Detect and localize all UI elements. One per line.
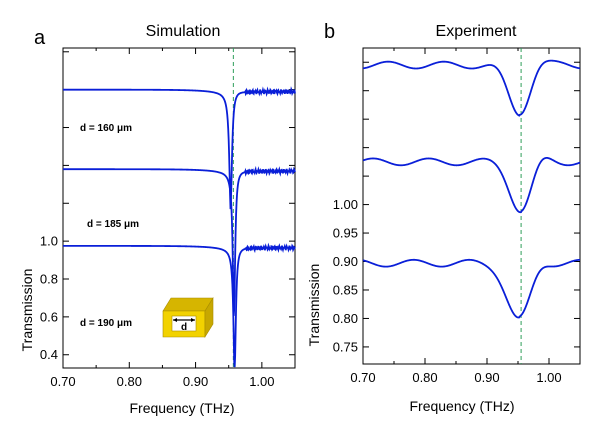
x-tick-label: 0.90 xyxy=(474,370,499,385)
panel-b-title: Experiment xyxy=(436,23,517,40)
panel-a-frame xyxy=(62,47,296,369)
panel-b-x-title: Frequency (THz) xyxy=(409,398,514,414)
panel-b: b Experiment 0.70 0.80 0.90 1.00 0.750.800.… xyxy=(306,21,581,414)
series-line-1 xyxy=(362,59,581,117)
panel-b-y-title: Transmission xyxy=(306,264,322,347)
panel-a-curves xyxy=(63,86,296,368)
x-tick-label: 0.90 xyxy=(183,374,208,389)
y-tick-label: 0.4 xyxy=(40,347,58,362)
panel-a: a Simulation 0.70 0.80 0.90 1.00 0.4 0.6 0.8 1… xyxy=(19,23,296,416)
x-tick-label: 0.70 xyxy=(50,374,75,389)
panel-a-label-160: d = 160 μm xyxy=(80,123,132,134)
x-tick-label: 1.00 xyxy=(536,370,561,385)
y-tick-label: 0.95 xyxy=(333,226,358,241)
panel-a-title: Simulation xyxy=(146,23,221,40)
panel-b-frame xyxy=(362,47,581,365)
y-tick-label: 0.80 xyxy=(333,311,358,326)
panel-b-x-tick-labels: 0.70 0.80 0.90 1.00 xyxy=(350,370,561,385)
series-line-2 xyxy=(362,156,581,214)
panel-a-label-190: d = 190 μm xyxy=(80,318,132,329)
panel-a-y-tick-labels: 0.4 0.6 0.8 1.0 xyxy=(40,234,58,363)
panel-b-letter: b xyxy=(324,21,335,43)
x-tick-label: 1.00 xyxy=(249,374,274,389)
x-tick-label: 0.70 xyxy=(350,370,375,385)
y-tick-label: 0.8 xyxy=(40,272,58,287)
series-line-3 xyxy=(63,242,296,368)
panel-b-y-tick-labels: 0.75 0.80 0.85 0.90 0.95 1.00 xyxy=(333,197,358,354)
square-ring-resonator-icon: d xyxy=(162,296,214,339)
y-tick-label: 1.0 xyxy=(40,234,58,249)
series-line-1 xyxy=(63,86,296,210)
panel-b-ticks xyxy=(362,48,580,364)
y-tick-label: 0.85 xyxy=(333,282,358,297)
panel-a-y-title: Transmission xyxy=(19,269,35,352)
y-tick-label: 1.00 xyxy=(333,197,358,212)
panel-b-curves xyxy=(362,59,581,319)
y-tick-label: 0.6 xyxy=(40,309,58,324)
x-tick-label: 0.80 xyxy=(412,370,437,385)
inset-d-label: d xyxy=(181,322,187,333)
y-tick-label: 0.75 xyxy=(333,339,358,354)
x-tick-label: 0.80 xyxy=(117,374,142,389)
panel-a-letter: a xyxy=(34,27,46,49)
y-tick-label: 0.90 xyxy=(333,254,358,269)
panel-a-x-title: Frequency (THz) xyxy=(129,400,234,416)
series-line-3 xyxy=(362,258,581,319)
series-line-2 xyxy=(63,165,296,316)
panel-a-label-185: d = 185 μm xyxy=(87,219,139,230)
panel-a-x-tick-labels: 0.70 0.80 0.90 1.00 xyxy=(50,374,274,389)
